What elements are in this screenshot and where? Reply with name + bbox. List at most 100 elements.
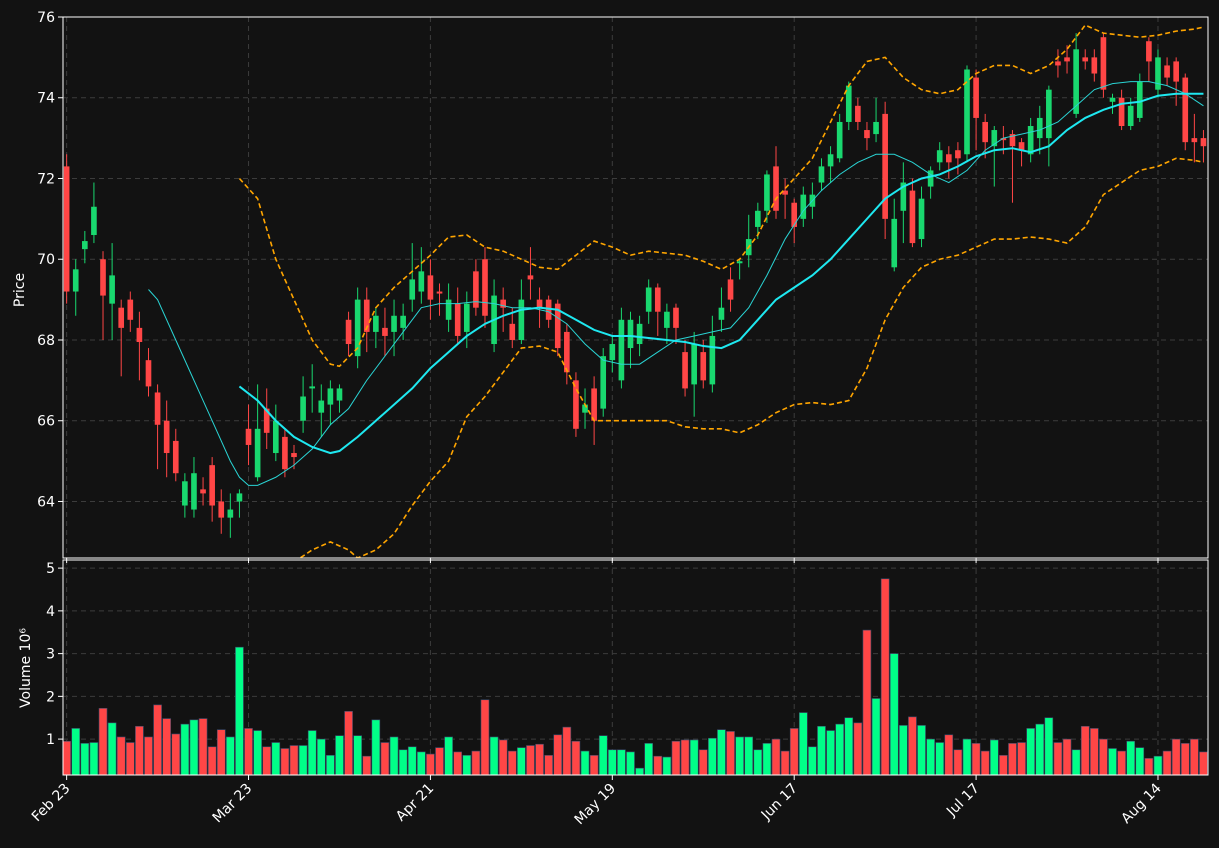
- candle-body: [818, 166, 825, 183]
- volume-bar: [235, 646, 244, 775]
- volume-bar: [135, 725, 144, 775]
- volume-bar: [771, 738, 781, 775]
- candle-body: [109, 275, 115, 304]
- candle-body: [218, 501, 225, 518]
- candle-body: [755, 210, 761, 227]
- volume-bar: [1062, 738, 1072, 775]
- candle-body: [127, 299, 134, 320]
- volume-bar: [444, 736, 453, 775]
- candle-body: [945, 154, 952, 163]
- volume-bar: [98, 708, 108, 775]
- candle-body: [391, 315, 397, 332]
- volume-bar: [644, 743, 653, 775]
- candle-body: [645, 287, 652, 312]
- volume-bar: [453, 751, 463, 775]
- candle-body: [573, 380, 579, 429]
- candle-body: [500, 299, 506, 308]
- candle-body: [891, 218, 898, 268]
- volume-bar: [971, 743, 981, 775]
- volume-bar: [744, 736, 754, 775]
- y-tick-label: 1: [46, 732, 55, 748]
- volume-bar: [271, 742, 281, 775]
- volume-bar: [553, 734, 563, 775]
- candle-body: [845, 85, 852, 122]
- candle-body: [973, 77, 979, 118]
- volume-bar: [207, 746, 217, 775]
- candle-body: [836, 121, 843, 159]
- y-tick-label: 70: [37, 252, 55, 268]
- candle-body: [1073, 49, 1079, 114]
- volume-bar: [362, 755, 372, 775]
- volume-bar: [380, 742, 390, 775]
- candle-body: [927, 170, 934, 187]
- volume-bar: [962, 738, 972, 775]
- indicator-line: [148, 81, 1204, 486]
- volume-bar: [507, 750, 517, 775]
- indicator-line: [298, 157, 1204, 558]
- candle-body: [1100, 37, 1107, 90]
- candle-body: [727, 279, 734, 300]
- candle-body: [600, 356, 607, 409]
- volume-bar: [671, 740, 681, 775]
- volume-bar: [571, 740, 581, 775]
- volume-bar: [1108, 748, 1117, 775]
- volume-bar: [298, 745, 308, 775]
- candle-body: [1146, 41, 1152, 62]
- candle-body: [936, 150, 943, 163]
- candle-body: [345, 319, 352, 345]
- volume-bar: [262, 746, 272, 775]
- candle-body: [964, 69, 970, 155]
- candle-body: [191, 473, 197, 510]
- candle-body: [691, 344, 697, 385]
- volume-bar: [489, 736, 499, 775]
- candle-body: [291, 453, 297, 458]
- volume-bar: [580, 750, 590, 775]
- volume-bar: [89, 742, 99, 775]
- volume-bar: [980, 750, 990, 775]
- candle-body: [154, 392, 161, 425]
- volume-bar: [253, 730, 262, 775]
- volume-bar: [717, 729, 726, 775]
- volume-bar: [1171, 738, 1181, 775]
- volume-bar: [808, 746, 817, 775]
- volume-bar: [189, 719, 199, 775]
- volume-bar: [63, 740, 71, 775]
- candle-body: [955, 150, 961, 159]
- candle-body: [318, 400, 325, 413]
- volume-bar: [1144, 758, 1154, 775]
- volume-bar: [935, 742, 945, 775]
- volume-bar: [889, 653, 899, 775]
- candle-body: [582, 404, 588, 413]
- volume-bar: [144, 736, 153, 775]
- y-tick-label: 76: [37, 10, 55, 26]
- volume-bar: [171, 733, 181, 775]
- volume-bar: [853, 722, 863, 775]
- volume-bar: [280, 748, 290, 775]
- volume-bar: [71, 728, 81, 775]
- volume-bar: [244, 728, 253, 775]
- volume-bar: [1053, 742, 1063, 775]
- volume-bar: [708, 737, 717, 775]
- candle-body: [682, 352, 688, 389]
- candle-body: [72, 269, 79, 292]
- volume-bar: [689, 739, 699, 775]
- candle-body: [400, 315, 406, 328]
- volume-bar: [598, 735, 608, 775]
- volume-bar: [198, 718, 208, 775]
- candle-body: [1036, 117, 1043, 139]
- candle-body: [509, 323, 516, 340]
- volume-bar: [1090, 728, 1099, 775]
- candle-body: [654, 287, 661, 312]
- candle-body: [300, 396, 306, 421]
- y-tick-label: 66: [37, 414, 55, 430]
- candle-body: [163, 420, 170, 454]
- volume-bar: [335, 735, 344, 775]
- candle-body: [436, 291, 443, 294]
- volume-bar: [835, 723, 844, 775]
- volume-bar: [1026, 728, 1035, 775]
- candle-body: [182, 481, 188, 506]
- volume-bar: [153, 704, 162, 775]
- volume-bar: [462, 755, 472, 775]
- candle-body: [1118, 97, 1125, 127]
- volume-bar: [762, 743, 772, 775]
